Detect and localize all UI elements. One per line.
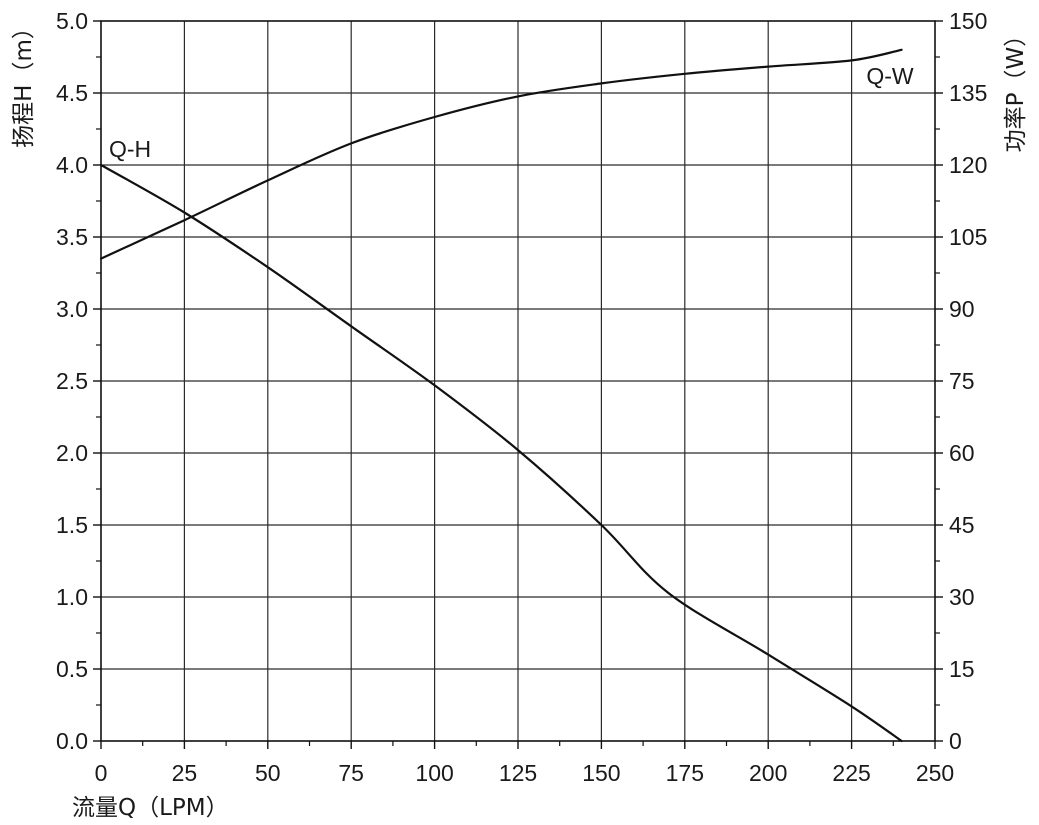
x-tick-label: 50 bbox=[255, 760, 281, 786]
x-tick-label: 200 bbox=[749, 760, 787, 786]
series-lines bbox=[99, 48, 903, 743]
y-left-tick-label: 1.5 bbox=[56, 512, 88, 538]
y-left-tick-label: 3.5 bbox=[56, 224, 88, 250]
labels: 0 25 50 75 100 125 150 175 200 225 250 0.0 0 0.5 15 1.0… bbox=[56, 8, 987, 786]
x-tick-label: 125 bbox=[499, 760, 537, 786]
series-line-q-h bbox=[99, 163, 903, 743]
y-right-tick-label: 0 bbox=[949, 728, 962, 754]
x-tick-label: 25 bbox=[172, 760, 198, 786]
y-right-tick-label: 60 bbox=[949, 440, 975, 466]
y-left-tick-label: 2.5 bbox=[56, 368, 88, 394]
y-left-tick-label: 0.5 bbox=[56, 656, 88, 682]
y-left-tick-label: 0.0 bbox=[56, 728, 88, 754]
y-right-tick-label: 120 bbox=[949, 152, 987, 178]
y-left-tick-label: 3.0 bbox=[56, 296, 88, 322]
y-left-tick-label: 4.5 bbox=[56, 80, 88, 106]
y-left-tick-label: 5.0 bbox=[56, 8, 88, 34]
y-right-tick-label: 30 bbox=[949, 584, 975, 610]
y-left-tick-label: 2.0 bbox=[56, 440, 88, 466]
x-tick-label: 100 bbox=[415, 760, 453, 786]
series-line-q-w bbox=[99, 48, 903, 260]
x-tick-label: 175 bbox=[666, 760, 704, 786]
x-tick-label: 75 bbox=[338, 760, 364, 786]
y-right-tick-label: 135 bbox=[949, 80, 987, 106]
x-tick-label: 225 bbox=[832, 760, 870, 786]
y-right-tick-label: 150 bbox=[949, 8, 987, 34]
y-left-tick-label: 4.0 bbox=[56, 152, 88, 178]
axis-ticks bbox=[93, 20, 943, 749]
y-left-tick-label: 1.0 bbox=[56, 584, 88, 610]
right-y-axis-title: 功率P（W） bbox=[1003, 24, 1029, 153]
y-right-tick-label: 90 bbox=[949, 296, 975, 322]
x-tick-label: 0 bbox=[95, 760, 108, 786]
y-right-tick-label: 45 bbox=[949, 512, 975, 538]
y-right-tick-label: 15 bbox=[949, 656, 975, 682]
grid bbox=[101, 21, 935, 741]
x-axis-title: 流量Q（LPM） bbox=[72, 795, 229, 821]
series-label-q-h: Q-H bbox=[109, 136, 151, 162]
y-right-tick-label: 105 bbox=[949, 224, 987, 250]
series-label-q-w: Q-W bbox=[866, 63, 914, 89]
left-y-axis-title: 扬程H（m） bbox=[11, 16, 37, 148]
x-tick-label: 150 bbox=[582, 760, 620, 786]
x-tick-label: 250 bbox=[916, 760, 954, 786]
y-right-tick-label: 75 bbox=[949, 368, 975, 394]
